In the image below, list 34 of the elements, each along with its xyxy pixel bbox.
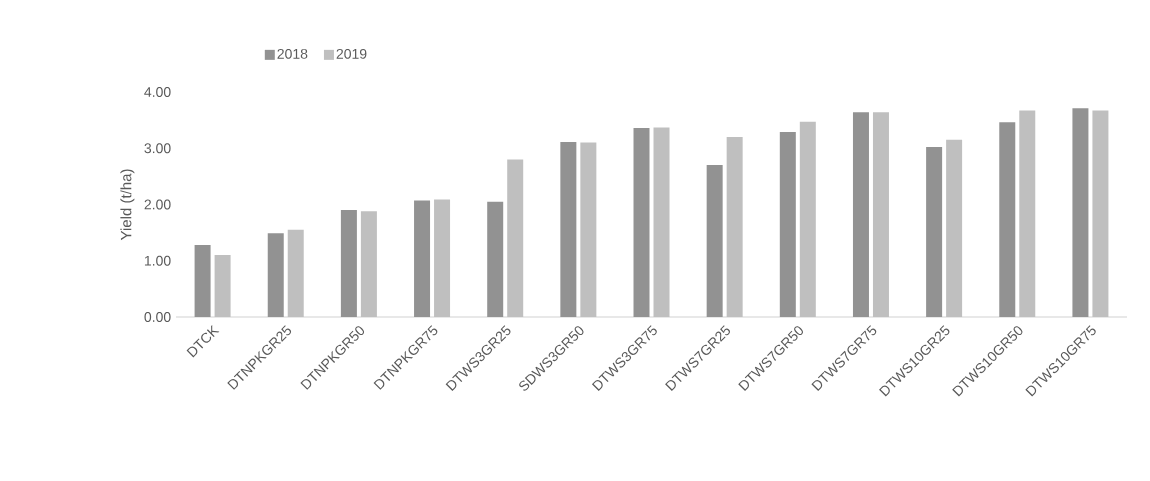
bar [946,139,963,317]
bar [1092,110,1109,317]
bar [779,131,796,317]
y-tick-label: 3.00 [144,143,171,154]
bar [999,122,1016,317]
bar [726,136,743,317]
legend-label: 2018 [277,48,308,59]
bar [706,165,723,317]
bar [653,127,670,317]
bar [287,229,304,317]
bar [340,210,357,317]
bar [214,255,231,317]
bar [360,211,377,317]
bar [872,112,889,317]
bar [799,121,816,317]
y-tick-label: 1.00 [144,255,171,266]
bar [414,200,431,317]
bar [487,201,504,317]
y-tick-label: 4.00 [144,87,171,97]
bar [267,233,284,317]
bar [194,244,211,317]
bar [507,159,524,317]
bar [560,142,577,317]
legend-label: 2019 [336,48,367,59]
bar [1072,108,1089,317]
bar [926,147,943,317]
bar [633,127,650,317]
y-tick-label: 2.00 [144,199,171,210]
y-tick-label: 0.00 [144,312,171,322]
bar [434,199,451,317]
y-axis-title: Yield (t/ha) [120,169,135,241]
bar [852,112,869,317]
bar [1019,110,1036,317]
bar [580,142,597,317]
